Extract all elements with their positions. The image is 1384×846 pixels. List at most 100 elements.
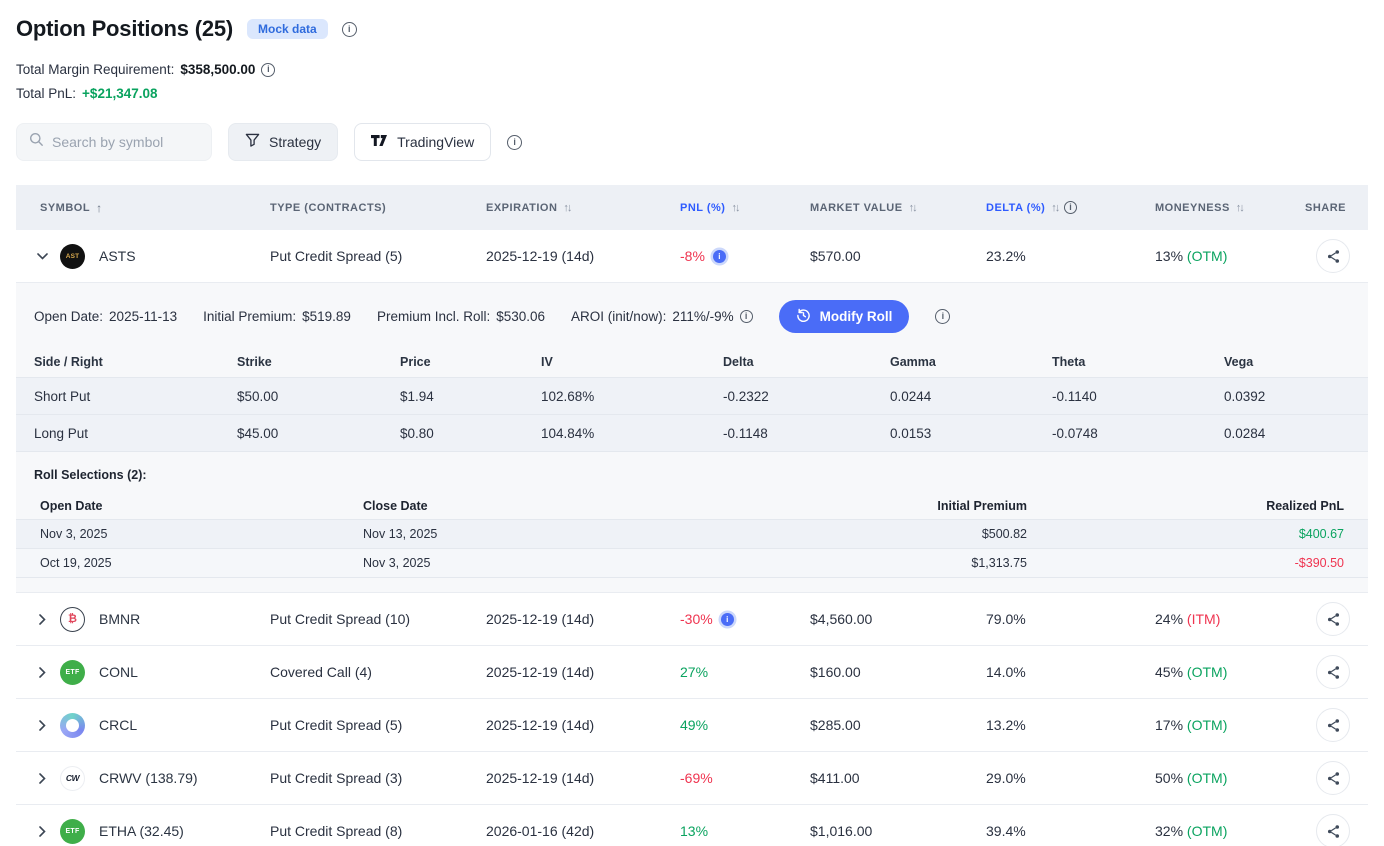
moneyness-cell: 13% (OTM) (1155, 248, 1295, 264)
rolls-header-premium: Initial Premium (937, 498, 1027, 513)
header-delta[interactable]: DELTA (%) ↑↓ (986, 201, 1155, 214)
pnl-cell: 27% (680, 664, 810, 680)
delta-cell: 13.2% (986, 717, 1026, 733)
table-header-row: SYMBOL ↑ TYPE (CONTRACTS) EXPIRATION ↑↓ … (16, 185, 1368, 230)
roll-realized-pnl: $400.67 (1298, 527, 1344, 541)
aroi-pair: AROI (init/now): 211%/-9% (571, 309, 753, 324)
legs-header-delta: Delta (723, 355, 754, 369)
search-input[interactable] (52, 134, 199, 150)
table-row[interactable]: ETF ETHA (32.45) Put Credit Spread (8) 2… (16, 805, 1368, 846)
chevron-down-icon[interactable] (34, 248, 50, 264)
expiration-cell: 2025-12-19 (14d) (486, 717, 595, 733)
header-expiration-label: EXPIRATION (486, 201, 558, 214)
chevron-right-icon[interactable] (34, 770, 50, 786)
sort-icon: ↑↓ (908, 201, 918, 214)
leg-price: $0.80 (400, 425, 434, 441)
chevron-right-icon[interactable] (34, 611, 50, 627)
page-header: Option Positions (25) Mock data (16, 16, 1368, 42)
pnl-value: -69% (680, 770, 713, 786)
initial-premium-label: Initial Premium: (203, 309, 297, 324)
open-date-pair: Open Date: 2025-11-13 (34, 309, 177, 324)
strategy-button[interactable]: Strategy (228, 123, 339, 161)
sort-icon: ↑↓ (731, 201, 740, 214)
moneyness-value: 24% (1155, 611, 1184, 627)
modify-roll-button[interactable]: Modify Roll (778, 300, 910, 333)
share-button[interactable] (1316, 814, 1350, 846)
table-row[interactable]: ₿ BMNR Put Credit Spread (10) 2025-12-19… (16, 593, 1368, 646)
leg-side: Short Put (34, 388, 91, 404)
share-button[interactable] (1316, 655, 1350, 689)
pnl-value: -30% (680, 611, 713, 627)
toolbar: Strategy TradingView (16, 123, 1368, 161)
symbol-cell: ETF CONL (16, 659, 270, 685)
moneyness-value: 32% (1155, 823, 1184, 839)
table-row[interactable]: CRCL Put Credit Spread (5) 2025-12-19 (1… (16, 699, 1368, 752)
table-row[interactable]: AST ASTS Put Credit Spread (5) 2025-12-1… (16, 230, 1368, 283)
asts-logo: AST (60, 243, 85, 269)
search-box[interactable] (16, 123, 212, 161)
share-button[interactable] (1316, 239, 1350, 273)
moneyness-value: 17% (1155, 717, 1184, 733)
leg-vega: 0.0284 (1224, 425, 1266, 441)
header-share: SHARE (1295, 202, 1368, 214)
chevron-right-icon[interactable] (34, 717, 50, 733)
pnl-cell: -30% (680, 611, 810, 627)
expiration-cell: 2025-12-19 (14d) (486, 248, 595, 264)
pnl-info-icon[interactable] (720, 612, 734, 626)
chevron-right-icon[interactable] (34, 823, 50, 839)
position-info-line: Open Date: 2025-11-13 Initial Premium: $… (16, 283, 1368, 347)
table-row[interactable]: ETF CONL Covered Call (4) 2025-12-19 (14… (16, 646, 1368, 699)
pnl-value: 13% (680, 823, 709, 839)
moneyness-cell: 17% (OTM) (1155, 717, 1295, 733)
leg-price: $1.94 (400, 388, 434, 404)
header-market-value[interactable]: MARKET VALUE ↑↓ (810, 202, 986, 214)
market-value-cell: $570.00 (810, 248, 861, 264)
initial-premium-value: $519.89 (302, 309, 351, 324)
header-expiration[interactable]: EXPIRATION ↑↓ (486, 202, 680, 214)
moneyness-value: 50% (1155, 770, 1184, 786)
share-button[interactable] (1316, 602, 1350, 636)
symbol-name: CRWV (138.79) (99, 770, 198, 786)
modify-roll-info-icon[interactable] (935, 309, 951, 324)
moneyness-tag: (ITM) (1186, 611, 1221, 627)
rolls-header-row: Open Date Close Date Initial Premium Rea… (16, 492, 1368, 520)
pnl-value: -8% (680, 248, 705, 264)
pnl-cell: 13% (680, 823, 810, 839)
share-cell (1295, 655, 1368, 689)
pnl-info-icon[interactable] (712, 249, 726, 263)
header-moneyness[interactable]: MONEYNESS ↑↓ (1155, 202, 1295, 214)
symbol-cell: ₿ BMNR (16, 606, 270, 632)
expanded-position-panel: Open Date: 2025-11-13 Initial Premium: $… (16, 283, 1368, 593)
market-value-cell: $1,016.00 (810, 823, 873, 839)
aroi-info-icon[interactable] (739, 310, 753, 323)
aroi-value: 211%/-9% (672, 309, 734, 324)
initial-premium-pair: Initial Premium: $519.89 (203, 309, 351, 324)
moneyness-value: 13% (1155, 248, 1184, 264)
share-button[interactable] (1316, 708, 1350, 742)
sort-icon: ↑↓ (563, 201, 572, 214)
market-value-cell: $411.00 (810, 770, 860, 786)
chevron-right-icon[interactable] (34, 664, 50, 680)
tradingview-button[interactable]: TradingView (354, 123, 492, 161)
title-info-icon[interactable] (341, 21, 357, 37)
tradingview-button-label: TradingView (397, 134, 475, 150)
type-cell: Put Credit Spread (5) (270, 717, 403, 733)
symbol-cell: AST ASTS (16, 243, 270, 269)
legs-header-price: Price (400, 355, 431, 369)
tradingview-info-icon[interactable] (507, 134, 523, 150)
leg-side: Long Put (34, 425, 89, 441)
margin-info-icon[interactable] (261, 62, 276, 77)
table-row[interactable]: CW CRWV (138.79) Put Credit Spread (3) 2… (16, 752, 1368, 805)
delta-cell: 14.0% (986, 664, 1026, 680)
header-pnl[interactable]: PNL (%) ↑↓ (680, 202, 810, 214)
aroi-label: AROI (init/now): (571, 309, 667, 324)
pnl-cell: -8% (680, 248, 810, 264)
header-symbol[interactable]: SYMBOL ↑ (16, 201, 270, 215)
moneyness-value: 45% (1155, 664, 1184, 680)
moneyness-cell: 45% (OTM) (1155, 664, 1295, 680)
share-button[interactable] (1316, 761, 1350, 795)
symbol-name: ETHA (32.45) (99, 823, 184, 839)
symbol-cell: CW CRWV (138.79) (16, 765, 270, 791)
delta-info-icon[interactable] (1064, 201, 1078, 214)
